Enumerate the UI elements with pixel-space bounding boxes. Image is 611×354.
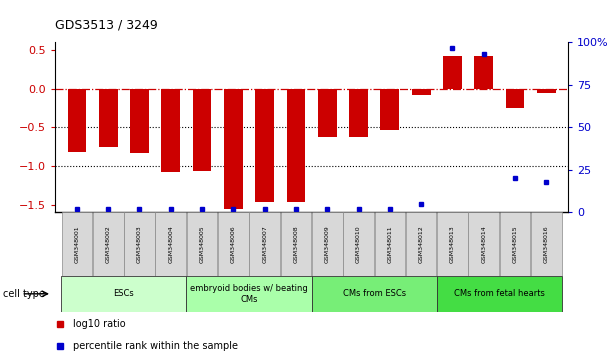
Bar <box>381 89 399 130</box>
Text: GSM348014: GSM348014 <box>481 225 486 263</box>
FancyBboxPatch shape <box>187 212 218 276</box>
Text: GSM348006: GSM348006 <box>231 225 236 263</box>
FancyBboxPatch shape <box>312 276 437 312</box>
FancyBboxPatch shape <box>375 212 405 276</box>
Text: cell type: cell type <box>3 289 45 299</box>
Text: GSM348008: GSM348008 <box>293 225 298 263</box>
FancyBboxPatch shape <box>469 212 499 276</box>
FancyBboxPatch shape <box>186 276 312 312</box>
FancyBboxPatch shape <box>531 212 562 276</box>
FancyBboxPatch shape <box>249 212 280 276</box>
Bar <box>443 56 462 89</box>
FancyBboxPatch shape <box>93 212 123 276</box>
Text: GSM348013: GSM348013 <box>450 225 455 263</box>
Text: percentile rank within the sample: percentile rank within the sample <box>73 341 238 350</box>
Bar <box>537 89 556 93</box>
Text: GSM348002: GSM348002 <box>106 225 111 263</box>
FancyBboxPatch shape <box>280 212 311 276</box>
Bar <box>349 89 368 137</box>
Bar <box>67 89 86 152</box>
Bar <box>287 89 306 202</box>
Bar <box>412 89 431 95</box>
FancyBboxPatch shape <box>437 276 562 312</box>
Bar <box>192 89 211 171</box>
Text: GSM348015: GSM348015 <box>513 225 518 263</box>
Text: GSM348004: GSM348004 <box>168 225 174 263</box>
Text: GSM348007: GSM348007 <box>262 225 267 263</box>
Text: CMs from ESCs: CMs from ESCs <box>343 289 406 298</box>
Text: GSM348012: GSM348012 <box>419 225 423 263</box>
Text: log10 ratio: log10 ratio <box>73 319 126 329</box>
FancyBboxPatch shape <box>437 212 468 276</box>
Bar <box>474 56 493 89</box>
Text: GSM348010: GSM348010 <box>356 225 361 263</box>
Text: GSM348005: GSM348005 <box>200 225 205 263</box>
FancyBboxPatch shape <box>218 212 249 276</box>
Text: GDS3513 / 3249: GDS3513 / 3249 <box>55 19 158 32</box>
Text: embryoid bodies w/ beating
CMs: embryoid bodies w/ beating CMs <box>190 284 308 303</box>
Bar <box>318 89 337 137</box>
FancyBboxPatch shape <box>155 212 186 276</box>
Text: GSM348016: GSM348016 <box>544 225 549 263</box>
Text: GSM348001: GSM348001 <box>75 225 79 263</box>
FancyBboxPatch shape <box>312 212 343 276</box>
FancyBboxPatch shape <box>62 212 92 276</box>
Text: GSM348009: GSM348009 <box>325 225 330 263</box>
FancyBboxPatch shape <box>500 212 530 276</box>
FancyBboxPatch shape <box>124 212 155 276</box>
Bar <box>506 89 524 108</box>
Text: ESCs: ESCs <box>114 289 134 298</box>
Bar <box>99 89 117 147</box>
Text: CMs from fetal hearts: CMs from fetal hearts <box>454 289 545 298</box>
FancyBboxPatch shape <box>406 212 436 276</box>
Bar <box>130 89 149 153</box>
Bar <box>161 89 180 172</box>
Bar <box>255 89 274 202</box>
Bar <box>224 89 243 209</box>
Text: GSM348003: GSM348003 <box>137 225 142 263</box>
FancyBboxPatch shape <box>61 276 186 312</box>
FancyBboxPatch shape <box>343 212 374 276</box>
Text: GSM348011: GSM348011 <box>387 225 392 263</box>
